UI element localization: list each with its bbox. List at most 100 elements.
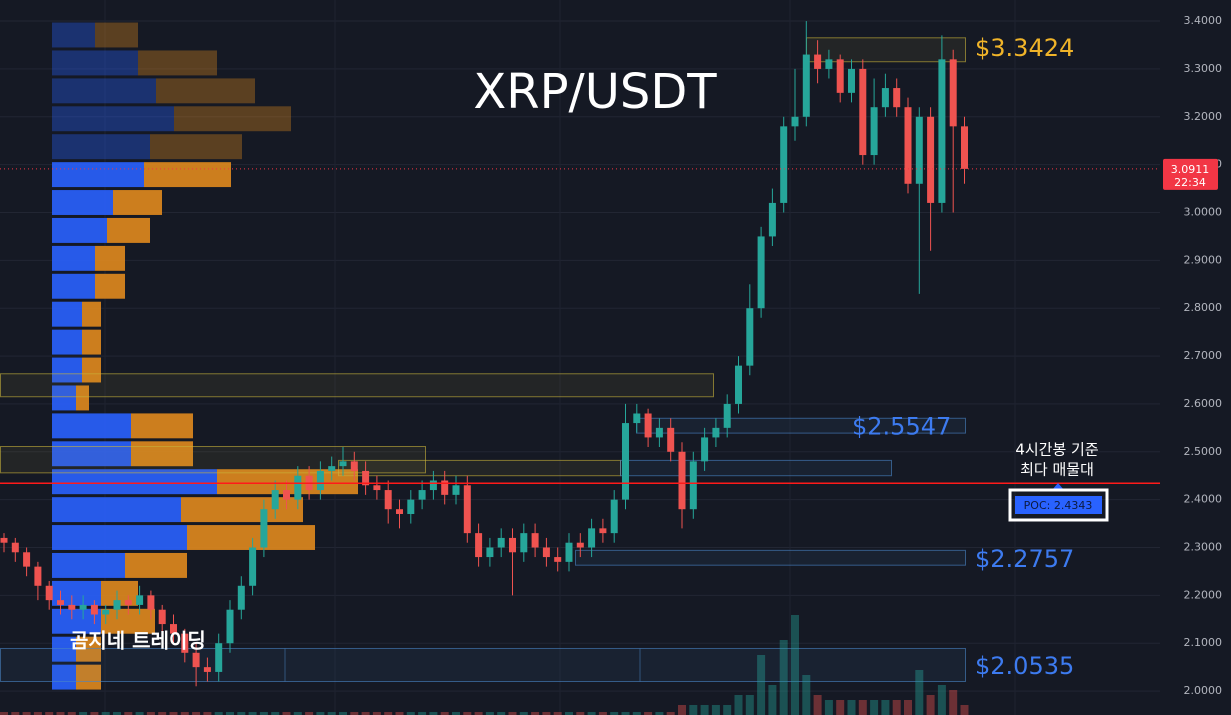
profile-buy — [52, 636, 76, 662]
volume-bar — [700, 705, 709, 715]
candle-body — [113, 600, 121, 610]
volume-bar — [293, 712, 302, 715]
candle-body — [542, 547, 550, 558]
volume-bar — [734, 695, 743, 715]
profile-buy — [52, 441, 131, 467]
candle-body — [712, 427, 720, 438]
y-tick-label: 2.9000 — [1184, 253, 1223, 266]
volume-bar — [621, 712, 630, 715]
zone — [0, 647, 966, 682]
volume-bar — [271, 712, 280, 715]
candle-body — [215, 643, 223, 672]
profile-sell — [150, 134, 242, 160]
y-tick-label: 2.3000 — [1184, 540, 1223, 553]
chart-title: XRP/USDT — [473, 64, 717, 120]
y-tick-label: 2.0000 — [1184, 684, 1223, 697]
candle-body — [655, 427, 663, 438]
candle-body — [520, 533, 528, 553]
volume-bar — [361, 712, 370, 715]
volume-bar — [655, 712, 664, 715]
volume-bar — [305, 712, 314, 715]
profile-sell — [174, 106, 291, 132]
profile-sell — [144, 162, 231, 188]
candle-body — [147, 595, 155, 610]
candle-body — [622, 423, 629, 500]
y-tick-label: 2.6000 — [1184, 397, 1223, 410]
volume-bar — [949, 690, 958, 715]
watermark: 곰지네 트레이딩 — [70, 629, 206, 653]
volume-bar — [508, 712, 517, 715]
candle-body — [599, 528, 607, 534]
candle-body — [463, 485, 471, 534]
y-tick-label: 2.5000 — [1184, 445, 1223, 458]
candle-body — [294, 475, 302, 500]
profile-sell — [156, 78, 255, 104]
candle-body — [576, 542, 584, 548]
candle-body — [961, 126, 968, 169]
candle-body — [34, 566, 42, 586]
volume-bar — [0, 712, 8, 715]
candle-body — [509, 537, 516, 553]
candle-body — [90, 604, 98, 615]
volume-bar — [113, 712, 121, 715]
candle-body — [554, 557, 562, 562]
profile-sell — [95, 273, 125, 299]
y-tick-label: 3.3000 — [1184, 62, 1223, 75]
candle-body — [881, 88, 889, 108]
profile-buy — [52, 162, 144, 188]
candle-body — [260, 509, 268, 548]
candle-body — [203, 667, 211, 672]
volume-bar — [926, 695, 935, 715]
volume-bar — [90, 712, 99, 715]
profile-buy — [52, 190, 113, 215]
volume-bar — [497, 712, 506, 715]
candle-body — [859, 68, 867, 156]
profile-sell — [138, 50, 217, 76]
volume-bar — [870, 700, 879, 715]
volume-bar — [45, 712, 54, 715]
volume-bar — [327, 712, 336, 715]
volume-bar — [519, 712, 528, 715]
zone-price-label: $2.2757 — [975, 545, 1074, 573]
price-tag — [1163, 158, 1218, 190]
candle-body — [373, 485, 381, 491]
volume-bar — [226, 712, 234, 715]
volume-bar — [101, 712, 110, 715]
volume-bar — [745, 695, 754, 715]
profile-sell — [76, 385, 89, 411]
candle-body — [927, 116, 935, 203]
y-tick-label: 2.4000 — [1184, 493, 1223, 506]
candle-body — [45, 585, 53, 601]
candle-body — [362, 470, 370, 486]
profile-buy — [52, 273, 95, 299]
profile-sell — [76, 664, 101, 690]
y-tick-label: 2.7000 — [1184, 349, 1223, 362]
volume-bar — [146, 712, 155, 715]
candle-body — [723, 403, 731, 428]
profile-sell — [82, 329, 101, 355]
volume-bar — [802, 675, 811, 715]
volume-bar — [79, 712, 88, 715]
candle-body — [870, 107, 878, 156]
profile-sell — [82, 301, 101, 327]
volume-bar — [824, 700, 833, 715]
profile-buy — [52, 385, 76, 411]
candle-body — [701, 437, 709, 462]
candle-body — [124, 600, 132, 605]
candle-body — [339, 461, 347, 467]
y-tick-label: 2.2000 — [1184, 588, 1223, 601]
volume-bar — [22, 712, 31, 715]
y-tick-label: 3.2000 — [1184, 110, 1223, 123]
volume-bar — [768, 685, 777, 715]
candle-body — [407, 499, 415, 514]
volume-bar — [124, 712, 133, 715]
candle-body — [181, 633, 189, 653]
volume-bar — [587, 712, 596, 715]
profile-sell — [76, 636, 101, 662]
volume-bar — [565, 712, 573, 715]
candle-body — [170, 624, 177, 634]
volume-bar — [440, 712, 449, 715]
profile-sell — [107, 217, 150, 243]
candle-body — [0, 537, 8, 543]
